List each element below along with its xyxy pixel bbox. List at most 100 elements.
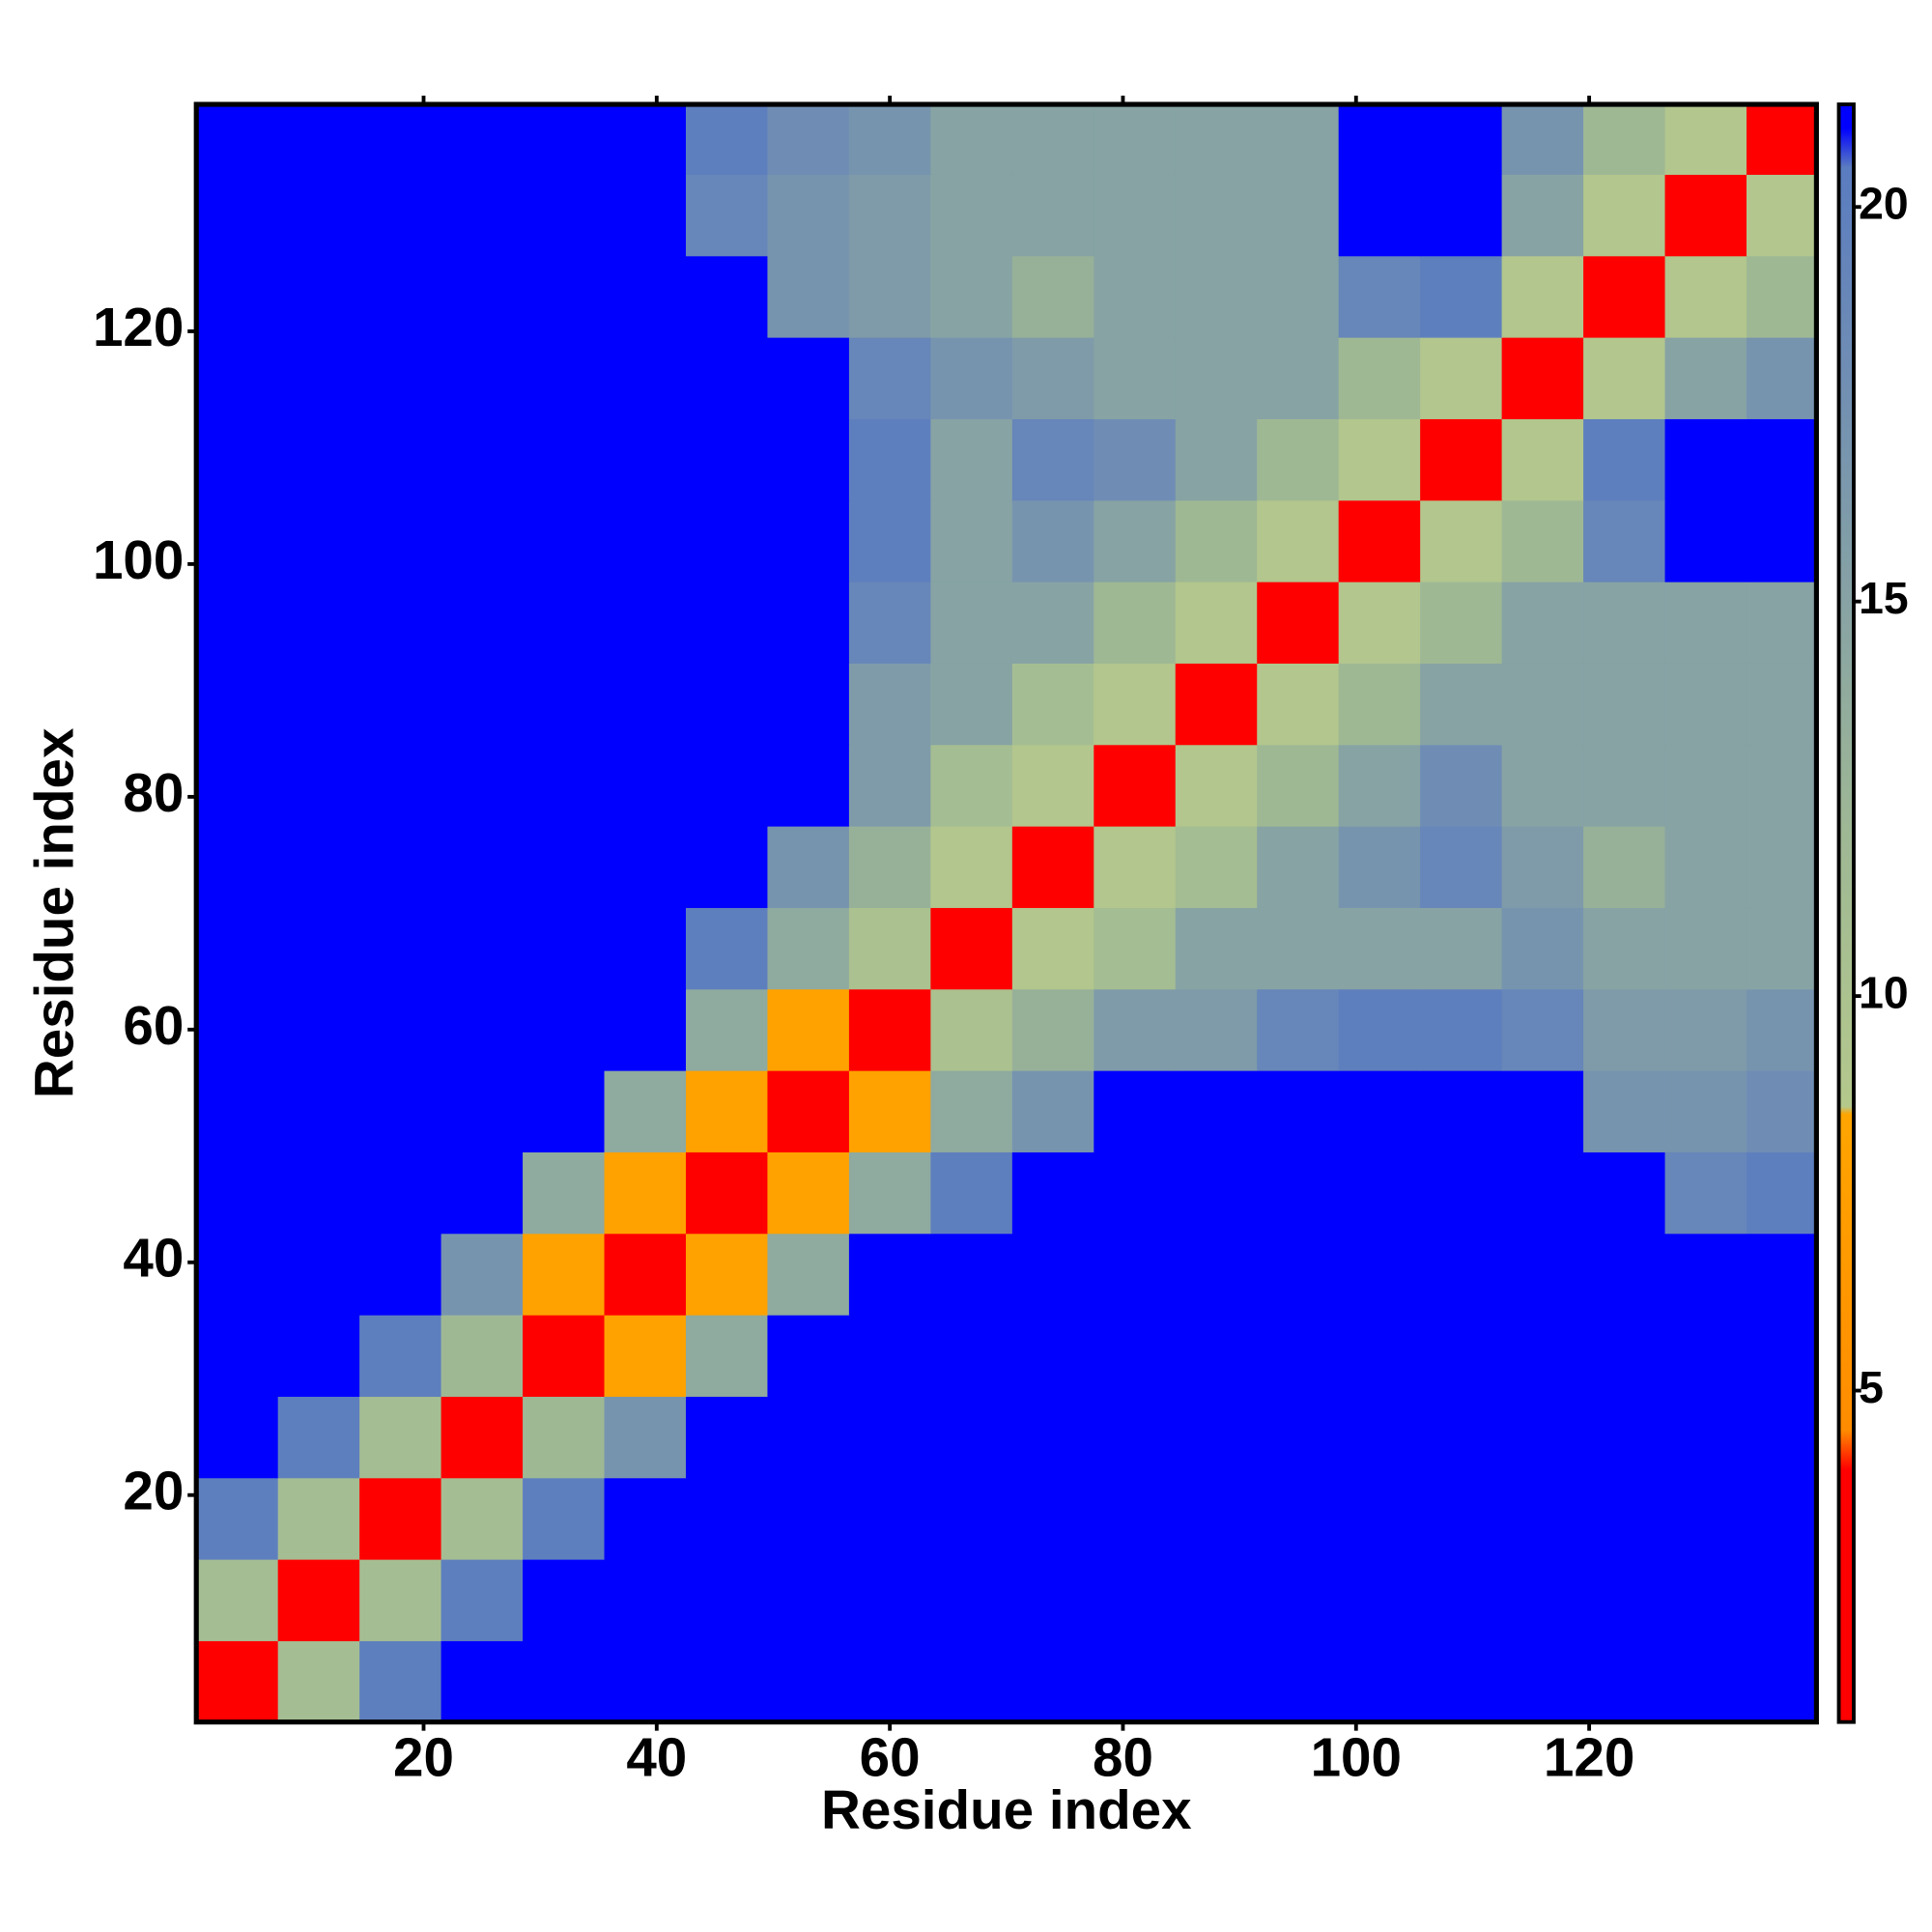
heatmap-cell: [440, 174, 524, 257]
heatmap-cell: [1420, 174, 1503, 257]
heatmap-cell: [1094, 499, 1177, 582]
heatmap-cell: [1011, 1233, 1094, 1316]
heatmap-cell: [685, 663, 769, 746]
heatmap-cell: [359, 1396, 442, 1479]
heatmap-cell: [1338, 418, 1421, 501]
heatmap-cell: [1338, 1233, 1421, 1316]
heatmap-cell: [523, 1640, 606, 1723]
heatmap-cell: [604, 663, 687, 746]
heatmap-cell: [1583, 418, 1666, 501]
heatmap-cell: [1420, 255, 1503, 338]
heatmap-cell: [1257, 1151, 1340, 1235]
heatmap-cell: [440, 499, 524, 582]
y-tick-label: 120: [93, 297, 184, 357]
heatmap-cell: [440, 336, 524, 419]
heatmap-cell: [848, 1069, 932, 1152]
heatmap-cell: [1501, 825, 1584, 908]
heatmap-cell: [523, 336, 606, 419]
heatmap-cell: [277, 1640, 360, 1723]
heatmap-cell: [1175, 744, 1258, 827]
heatmap-cell: [1175, 174, 1258, 257]
heatmap-cell: [1664, 1477, 1747, 1560]
heatmap-cell: [1094, 663, 1177, 746]
heatmap-cell: [1420, 744, 1503, 827]
heatmap-cell: [523, 825, 606, 908]
heatmap-cell: [767, 104, 850, 175]
heatmap-cell: [277, 255, 360, 338]
heatmap-cell: [440, 907, 524, 990]
heatmap-cell: [767, 744, 850, 827]
heatmap-cell: [1664, 907, 1747, 990]
colorbar-tick-label: 15: [1859, 573, 1909, 623]
heatmap-cell: [1338, 744, 1421, 827]
heatmap-cell: [1420, 499, 1503, 582]
heatmap-cell: [1420, 1069, 1503, 1152]
heatmap-cell: [1501, 418, 1584, 501]
heatmap-cell: [1257, 1640, 1340, 1723]
heatmap-cell: [1175, 663, 1258, 746]
heatmap-cell: [604, 825, 687, 908]
heatmap-cell: [1094, 255, 1177, 338]
heatmap-cell: [604, 1640, 687, 1723]
heatmap-cell: [523, 663, 606, 746]
heatmap-cell: [685, 104, 769, 175]
heatmap-cell: [523, 255, 606, 338]
heatmap-cell: [1175, 499, 1258, 582]
heatmap-cell: [196, 104, 279, 175]
heatmap-cell: [1501, 1069, 1584, 1152]
heatmap-cell: [604, 104, 687, 175]
heatmap-cell: [1175, 988, 1258, 1071]
heatmap-cell: [1664, 663, 1747, 746]
heatmap-cell: [685, 418, 769, 501]
heatmap-cell: [930, 174, 1013, 257]
heatmap-cell: [604, 174, 687, 257]
heatmap-cell: [1583, 1151, 1666, 1235]
heatmap-cell: [1011, 1640, 1094, 1723]
heatmap-cell: [1094, 1069, 1177, 1152]
heatmap-cell: [930, 255, 1013, 338]
plot-frame: [193, 101, 1819, 1725]
heatmap-cell: [685, 255, 769, 338]
heatmap-cell: [523, 499, 606, 582]
heatmap-cell: [1420, 1558, 1503, 1641]
heatmap-cell: [685, 1233, 769, 1316]
heatmap-cell: [1175, 1151, 1258, 1235]
heatmap-cell: [848, 336, 932, 419]
x-tick-label: 80: [1093, 1727, 1153, 1788]
heatmap-cell: [359, 581, 442, 664]
heatmap-cell: [1175, 907, 1258, 990]
heatmap-cell: [1338, 907, 1421, 990]
heatmap-cell: [440, 1558, 524, 1641]
heatmap-cell: [277, 1069, 360, 1152]
heatmap-cell: [1664, 1069, 1747, 1152]
heatmap-cell: [930, 1069, 1013, 1152]
x-tick-label: 20: [393, 1727, 454, 1788]
heatmap-cell: [1583, 988, 1666, 1071]
heatmap-cell: [1746, 499, 1818, 582]
x-axis-label: Residue index: [821, 1779, 1192, 1840]
heatmap-cell: [1011, 988, 1094, 1071]
heatmap-cell: [1175, 1558, 1258, 1641]
heatmap-cell: [1501, 1233, 1584, 1316]
heatmap-cell: [1583, 907, 1666, 990]
heatmap-cell: [1011, 104, 1094, 175]
heatmap-cell: [440, 744, 524, 827]
heatmap-cell: [848, 1314, 932, 1397]
heatmap-cell: [1094, 581, 1177, 664]
heatmap-cell: [767, 1069, 850, 1152]
heatmap-cell: [359, 907, 442, 990]
heatmap-cell: [685, 1558, 769, 1641]
heatmap-cell: [1664, 499, 1747, 582]
heatmap-cell: [767, 174, 850, 257]
heatmap-cell: [1338, 499, 1421, 582]
heatmap-cell: [277, 825, 360, 908]
heatmap-cell: [1583, 744, 1666, 827]
heatmap-cell: [685, 581, 769, 664]
heatmap-cell: [196, 1314, 279, 1397]
heatmap-cell: [767, 1314, 850, 1397]
heatmap-cell: [196, 1069, 279, 1152]
heatmap-cell: [930, 744, 1013, 827]
y-tick-label: 40: [123, 1228, 184, 1289]
heatmap-cell: [1257, 255, 1340, 338]
heatmap-cell: [1583, 825, 1666, 908]
